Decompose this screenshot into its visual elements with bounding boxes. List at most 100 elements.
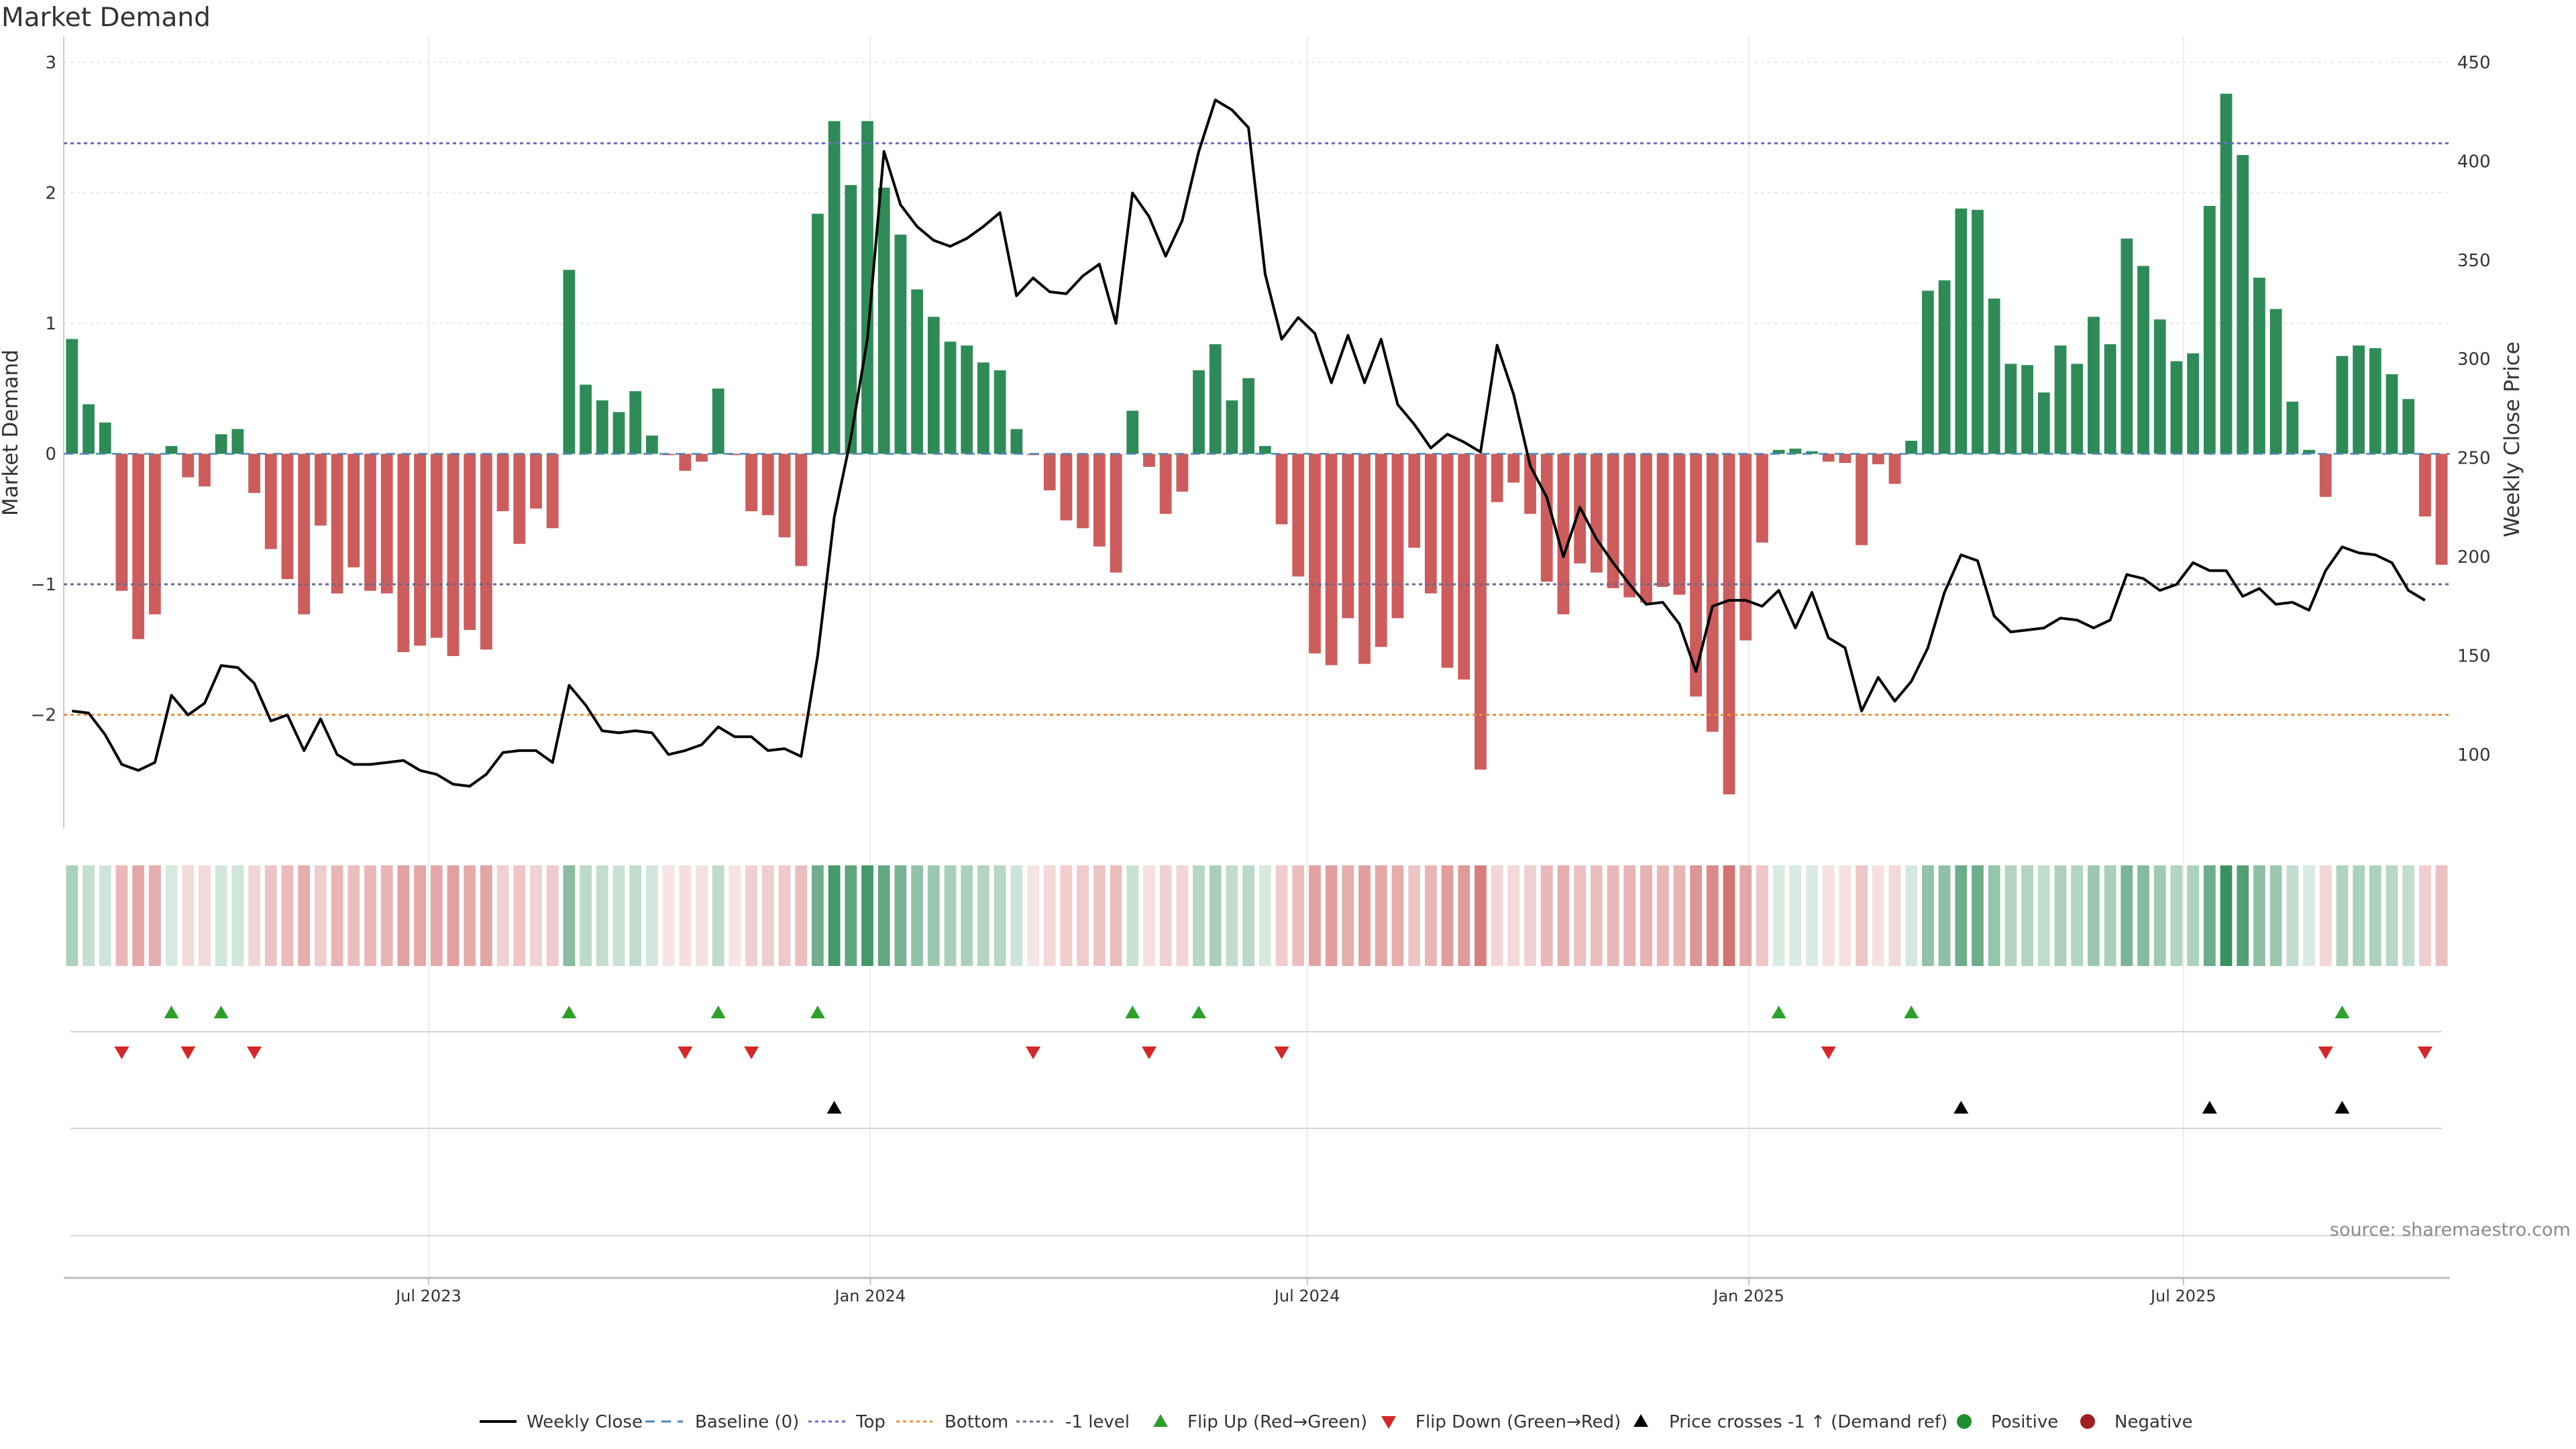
strength-cell <box>1822 865 1835 966</box>
demand-bar <box>464 453 476 631</box>
demand-bar <box>148 453 161 614</box>
strength-cell <box>1093 865 1106 966</box>
legend-bottom-label: Bottom <box>945 1412 1008 1432</box>
strength-cell <box>1690 865 1702 966</box>
flip-up-marker <box>213 1006 229 1018</box>
strength-cell <box>165 865 178 966</box>
strength-cell <box>1226 865 1238 966</box>
strength-cell <box>1905 865 1918 966</box>
strength-cell <box>530 865 542 966</box>
demand-bar <box>1424 453 1437 594</box>
strength-cell <box>1077 865 1089 966</box>
legend-flip-up-label: Flip Up (Red→Green) <box>1187 1412 1367 1432</box>
flip-down-marker <box>180 1046 196 1059</box>
strength-cell <box>1309 865 1321 966</box>
strength-cell <box>1938 865 1951 966</box>
legend-weekly-close-label: Weekly Close <box>527 1412 643 1432</box>
demand-bar <box>2435 453 2448 565</box>
demand-bar <box>1590 453 1603 573</box>
strength-cell <box>1474 865 1487 966</box>
demand-bar <box>1955 208 1968 454</box>
strength-cell <box>1325 865 1338 966</box>
demand-bar <box>1309 453 1321 654</box>
demand-bar <box>248 453 260 493</box>
strength-cell <box>563 865 576 966</box>
price-cross-marker <box>1953 1101 1969 1114</box>
demand-bar <box>513 453 526 544</box>
flip-up-marker <box>810 1006 825 1018</box>
legend-negative-label: Negative <box>2114 1412 2193 1432</box>
demand-bar <box>1557 453 1570 614</box>
strength-cell <box>1242 865 1255 966</box>
strength-cell <box>961 865 973 966</box>
strength-cell <box>812 865 824 966</box>
strength-cell <box>679 865 692 966</box>
demand-bar <box>380 453 393 594</box>
demand-bar <box>530 453 542 509</box>
strength-cell <box>1839 865 1851 966</box>
flip-up-marker <box>1191 1006 1207 1018</box>
strength-cell <box>1739 865 1752 966</box>
demand-bar <box>1706 453 1719 732</box>
strength-cell <box>1789 865 1802 966</box>
strength-cell <box>845 865 857 966</box>
strength-cell <box>1458 865 1470 966</box>
demand-bar <box>215 434 227 454</box>
flip-up-marker <box>1904 1006 1919 1018</box>
strength-cell <box>2385 865 2398 966</box>
flip-up-marker <box>710 1006 726 1018</box>
flip-up-marker <box>164 1006 179 1018</box>
demand-bar <box>729 453 741 455</box>
demand-bar <box>761 453 774 515</box>
strength-cell <box>496 865 509 966</box>
demand-bar <box>1342 453 1354 619</box>
strength-cell <box>397 865 410 966</box>
strength-cell <box>1640 865 1652 966</box>
demand-bar <box>1888 453 1901 484</box>
strength-cell <box>1988 865 2000 966</box>
strength-cell <box>2054 865 2067 966</box>
demand-bar <box>629 391 642 454</box>
flip-down-marker <box>114 1046 129 1059</box>
demand-bar <box>430 453 443 638</box>
strength-cell <box>380 865 393 966</box>
strength-cell <box>1010 865 1023 966</box>
demand-bar <box>679 453 692 471</box>
strength-cell <box>2187 865 2200 966</box>
demand-bar <box>2303 449 2315 454</box>
demand-bar <box>1540 453 1553 582</box>
strength-cell <box>1193 865 1205 966</box>
demand-bar <box>1126 411 1139 454</box>
demand-bar <box>944 341 957 454</box>
strength-cell <box>2071 865 2084 966</box>
strength-cell <box>1723 865 1735 966</box>
strength-cell <box>662 865 675 966</box>
flip-down-marker <box>1274 1046 1289 1059</box>
strength-cell <box>480 865 492 966</box>
demand-bar <box>496 453 509 512</box>
demand-bar <box>2220 93 2233 454</box>
demand-bar <box>1872 453 1884 465</box>
strength-cell <box>66 865 78 966</box>
legend-positive-swatch <box>1957 1414 1972 1429</box>
strength-cell <box>430 865 443 966</box>
strength-cell <box>1275 865 1288 966</box>
demand-bar <box>1938 280 1951 454</box>
legend-flip-up-swatch <box>1153 1414 1168 1427</box>
demand-bar <box>1292 453 1305 577</box>
strength-cell <box>861 865 873 966</box>
demand-bar <box>778 453 791 537</box>
strength-cell <box>1557 865 1570 966</box>
strength-cell <box>1673 865 1686 966</box>
strength-cell <box>215 865 227 966</box>
flip-down-marker <box>247 1046 262 1059</box>
strength-cell <box>83 865 95 966</box>
demand-bar <box>1176 453 1189 492</box>
demand-bar <box>1491 453 1503 502</box>
strength-cell <box>1888 865 1901 966</box>
x-tick-label: Jan 2025 <box>1712 1287 1784 1305</box>
strength-cell <box>580 865 592 966</box>
demand-bar <box>546 453 559 529</box>
strength-cell <box>911 865 924 966</box>
demand-bar <box>2187 353 2200 454</box>
